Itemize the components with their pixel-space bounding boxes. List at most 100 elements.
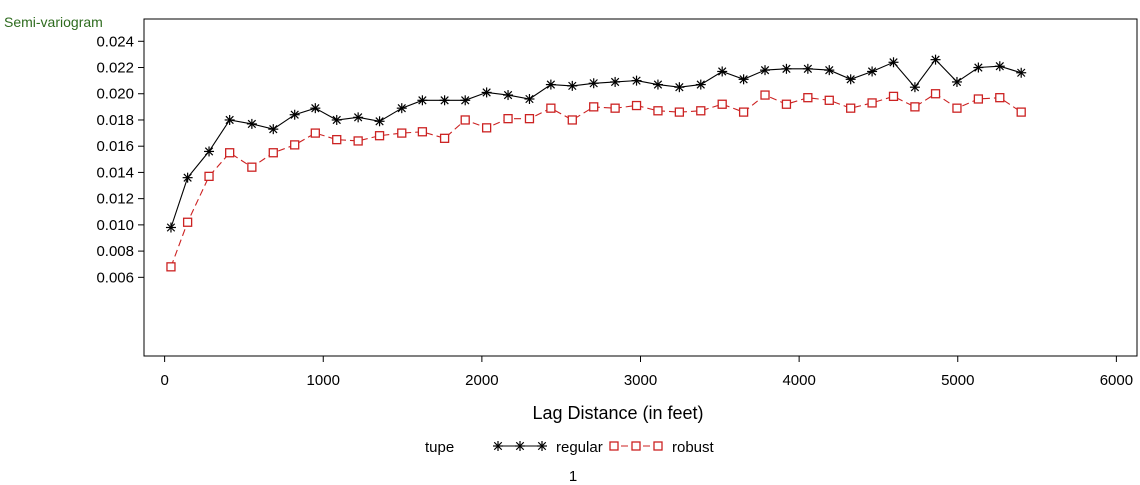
data-point-regular — [802, 63, 813, 74]
series-layer — [165, 54, 1027, 272]
data-point-robust — [503, 114, 513, 124]
y-tick-label: 0.012 — [96, 191, 134, 208]
y-tick-label: 0.016 — [96, 138, 134, 155]
data-point-regular — [588, 78, 599, 89]
data-point-regular — [867, 66, 878, 77]
data-point-robust — [653, 106, 663, 116]
data-point-regular — [567, 80, 578, 91]
legend-regular-swatch — [493, 441, 547, 451]
data-point-robust — [610, 103, 620, 113]
data-point-regular — [353, 112, 364, 123]
y-tick-label: 0.022 — [96, 60, 134, 77]
y-tick-label: 0.006 — [96, 269, 134, 286]
data-point-robust — [546, 103, 556, 113]
data-point-regular — [545, 79, 556, 90]
data-point-robust — [995, 93, 1005, 103]
legend-robust-marker — [631, 441, 641, 451]
data-point-regular — [460, 95, 471, 106]
y-tick-label: 0.024 — [96, 33, 134, 50]
data-point-regular — [503, 90, 514, 101]
data-point-regular — [439, 95, 450, 106]
x-tick-label: 1000 — [307, 372, 340, 389]
data-point-regular — [994, 61, 1005, 72]
data-point-regular — [652, 79, 663, 90]
data-point-regular — [224, 114, 235, 125]
data-point-robust — [225, 148, 235, 158]
data-point-regular — [310, 103, 321, 114]
data-point-regular — [289, 109, 300, 120]
data-point-robust — [674, 107, 685, 117]
data-point-robust — [760, 90, 770, 100]
data-point-regular — [760, 65, 771, 76]
data-point-regular — [674, 82, 685, 93]
data-point-robust — [930, 89, 941, 99]
data-point-robust — [481, 123, 492, 133]
x-tick-label: 0 — [160, 372, 168, 389]
data-point-robust — [268, 148, 278, 158]
legend: tupe regular robust — [425, 439, 715, 456]
data-point-robust — [589, 102, 599, 112]
data-point-robust — [696, 106, 706, 116]
legend-regular-marker — [537, 441, 547, 451]
data-point-regular — [909, 82, 920, 93]
data-point-robust — [332, 134, 342, 145]
series-line-robust — [170, 93, 1022, 267]
data-point-regular — [396, 103, 407, 114]
data-point-regular — [374, 116, 385, 127]
data-point-robust — [182, 217, 193, 227]
data-point-robust — [247, 162, 257, 172]
x-axis-ticks: 0 1000 2000 3000 4000 5000 6000 — [160, 356, 1133, 389]
y-tick-label: 0.008 — [96, 243, 134, 260]
x-tick-label: 3000 — [624, 372, 657, 389]
data-point-regular — [738, 74, 749, 85]
data-point-robust — [567, 115, 577, 125]
legend-regular-marker — [493, 441, 503, 451]
legend-robust-swatch — [609, 441, 663, 451]
data-point-regular — [204, 146, 215, 157]
data-point-regular — [524, 93, 535, 104]
data-point-regular — [268, 124, 279, 135]
y-tick-label: 0.014 — [96, 164, 134, 181]
data-point-robust — [204, 171, 214, 182]
data-point-regular — [610, 76, 621, 87]
data-point-regular — [973, 62, 984, 73]
data-point-regular — [824, 65, 835, 76]
data-point-regular — [781, 63, 792, 74]
data-point-robust — [717, 99, 727, 109]
data-point-regular — [951, 76, 962, 87]
data-point-regular — [481, 87, 492, 98]
data-point-regular — [631, 75, 642, 86]
legend-regular-marker — [515, 441, 525, 451]
data-point-robust — [524, 114, 535, 124]
data-point-regular — [717, 66, 728, 77]
data-point-robust — [166, 262, 176, 272]
x-tick-label: 6000 — [1100, 372, 1133, 389]
data-point-robust — [910, 102, 920, 112]
data-point-regular — [246, 118, 257, 129]
data-point-robust — [460, 115, 470, 125]
series-robust — [166, 89, 1026, 272]
legend-title: tupe — [425, 439, 454, 456]
data-point-robust — [867, 98, 877, 108]
data-point-robust — [397, 128, 407, 138]
data-point-robust — [439, 133, 450, 143]
data-point-robust — [824, 95, 834, 105]
y-axis-ticks: 0.006 0.008 0.010 0.012 0.014 0.016 0.018 0.020… — [96, 33, 144, 286]
x-tick-label: 5000 — [941, 372, 974, 389]
data-point-regular — [888, 57, 899, 68]
data-point-regular — [930, 54, 941, 65]
data-point-robust — [803, 93, 813, 103]
x-axis-label: Lag Distance (in feet) — [532, 403, 703, 423]
data-point-robust — [417, 127, 428, 137]
data-point-robust — [738, 107, 749, 117]
data-point-robust — [846, 103, 856, 113]
data-point-robust — [973, 94, 984, 104]
data-point-robust — [353, 136, 363, 146]
page-number: 1 — [569, 468, 577, 485]
data-point-robust — [631, 100, 642, 111]
y-tick-label: 0.020 — [96, 86, 134, 103]
data-point-regular — [417, 95, 428, 106]
legend-robust-label: robust — [672, 439, 715, 456]
data-point-regular — [695, 79, 706, 90]
